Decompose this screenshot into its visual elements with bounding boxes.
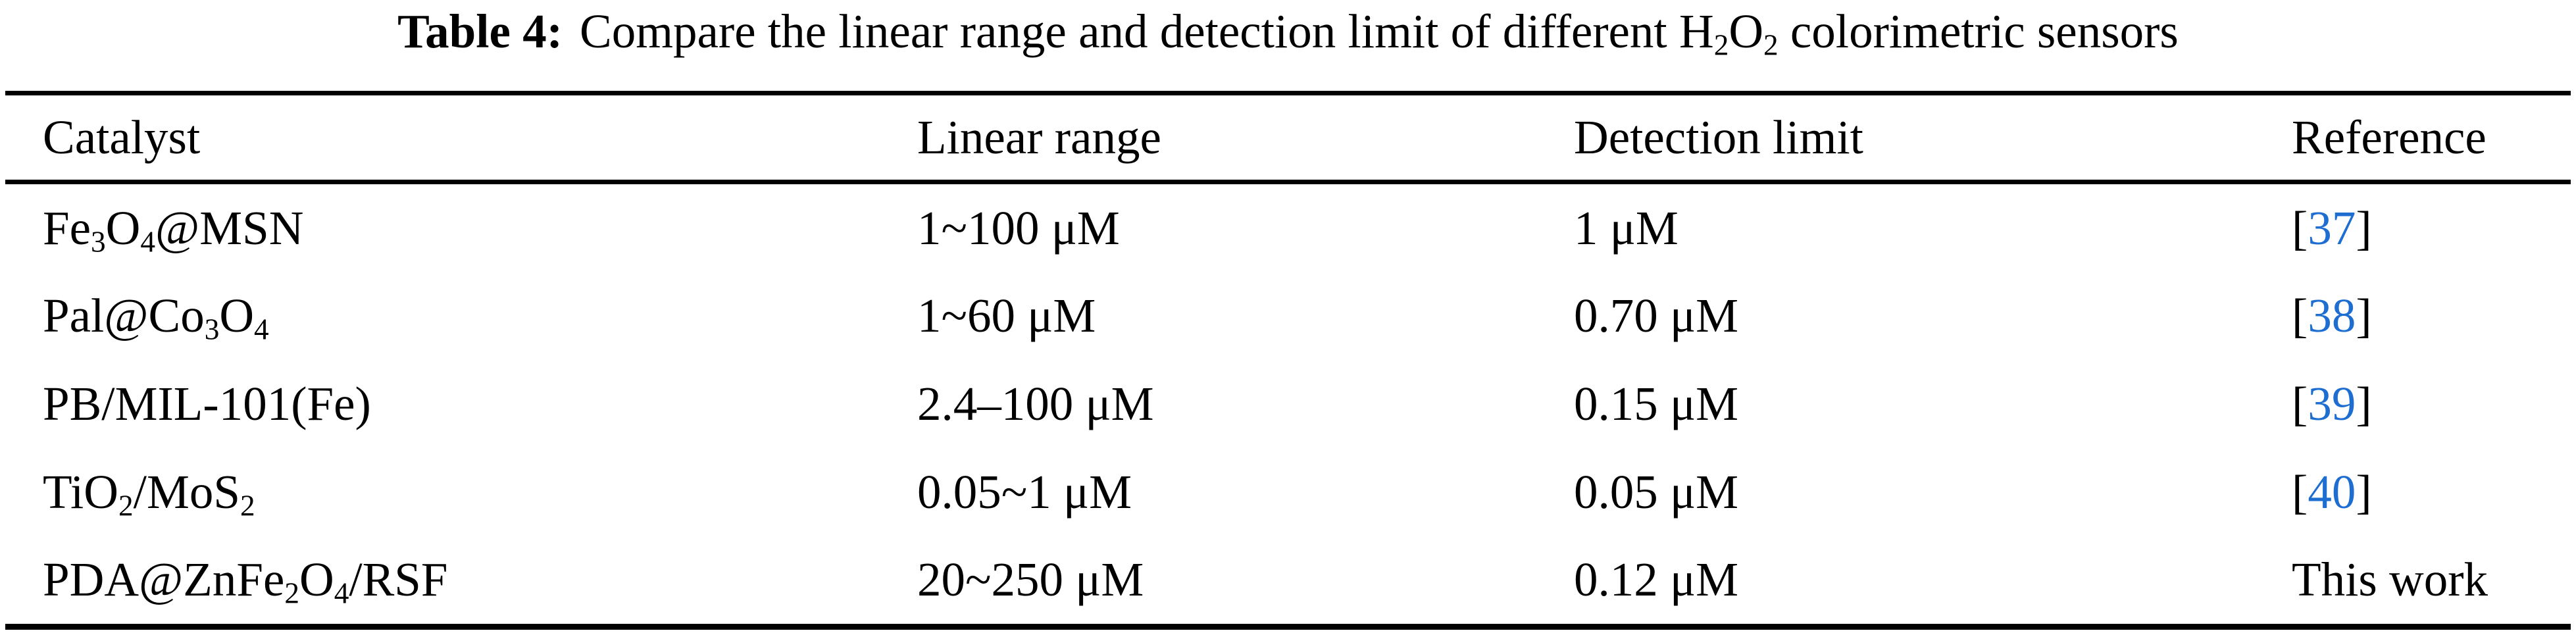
citation-close-bracket: ]	[2356, 201, 2372, 255]
reference-text: This work	[2292, 553, 2488, 607]
linear-range-cell: 1~60 μM	[917, 289, 1096, 343]
catalyst-cell: Fe3O4@MSN	[43, 201, 304, 259]
table-row: PDA@ZnFe2O4/RSF 20~250 μM 0.12 μM This w…	[0, 536, 2576, 624]
detection-limit-cell: 0.05 μM	[1574, 465, 1739, 519]
linear-range-cell: 2.4–100 μM	[917, 376, 1154, 430]
detection-limit-cell: 0.15 μM	[1574, 376, 1739, 430]
catalyst-cell: TiO2/MoS2	[43, 465, 255, 522]
catalyst-cell: Pal@Co3O4	[43, 289, 269, 346]
table-row: TiO2/MoS2 0.05~1 μM 0.05 μM [40]	[0, 448, 2576, 536]
table-top-rule	[5, 91, 2571, 95]
citation-open-bracket: [	[2292, 289, 2308, 343]
catalyst-cell: PDA@ZnFe2O4/RSF	[43, 553, 448, 610]
citation-close-bracket: ]	[2356, 289, 2372, 343]
linear-range-cell: 20~250 μM	[917, 553, 1144, 607]
table-header-row: Catalyst Linear range Detection limit Re…	[0, 95, 2576, 180]
table-bottom-rule	[5, 624, 2571, 630]
table-caption: Table 4: Compare the linear range and det…	[0, 0, 2576, 63]
column-header-reference: Reference	[2292, 111, 2487, 164]
reference-cell: [38]	[2292, 288, 2556, 343]
reference-cell: [39]	[2292, 376, 2556, 432]
citation-open-bracket: [	[2292, 376, 2308, 430]
table-caption-label: Table 4:	[397, 5, 563, 58]
citation-link[interactable]: 39	[2308, 376, 2356, 430]
table-caption-text: Compare the linear range and detection l…	[580, 5, 2179, 62]
citation-close-bracket: ]	[2356, 465, 2372, 519]
column-header-linear-range: Linear range	[917, 111, 1161, 164]
table-header-rule	[5, 180, 2571, 184]
column-header-detection-limit: Detection limit	[1574, 111, 1863, 164]
reference-cell: [37]	[2292, 201, 2556, 256]
reference-cell: This work	[2292, 552, 2556, 607]
table-body: Fe3O4@MSN 1~100 μM 1 μM [37] Pal@Co3O4 1…	[0, 184, 2576, 624]
table-row: PB/MIL-101(Fe) 2.4–100 μM 0.15 μM [39]	[0, 360, 2576, 448]
citation-link[interactable]: 37	[2308, 201, 2356, 255]
detection-limit-cell: 1 μM	[1574, 201, 1679, 255]
citation-link[interactable]: 38	[2308, 289, 2356, 343]
citation-close-bracket: ]	[2356, 376, 2372, 430]
citation-link[interactable]: 40	[2308, 465, 2356, 519]
column-header-catalyst: Catalyst	[43, 111, 201, 164]
table-row: Fe3O4@MSN 1~100 μM 1 μM [37]	[0, 184, 2576, 272]
detection-limit-cell: 0.70 μM	[1574, 289, 1739, 343]
catalyst-cell: PB/MIL-101(Fe)	[43, 376, 371, 430]
linear-range-cell: 0.05~1 μM	[917, 465, 1132, 519]
linear-range-cell: 1~100 μM	[917, 201, 1120, 255]
citation-open-bracket: [	[2292, 465, 2308, 519]
detection-limit-cell: 0.12 μM	[1574, 553, 1739, 607]
citation-open-bracket: [	[2292, 201, 2308, 255]
reference-cell: [40]	[2292, 465, 2556, 520]
table-row: Pal@Co3O4 1~60 μM 0.70 μM [38]	[0, 272, 2576, 361]
